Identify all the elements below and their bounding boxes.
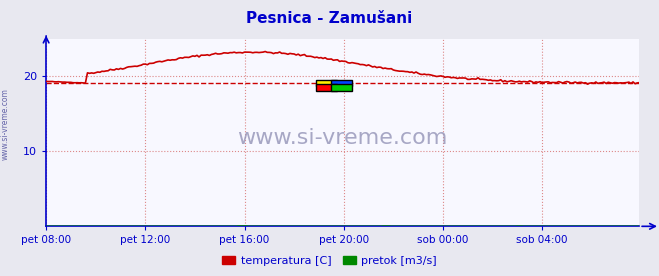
Text: www.si-vreme.com: www.si-vreme.com [237, 128, 448, 148]
FancyBboxPatch shape [331, 80, 352, 86]
Text: www.si-vreme.com: www.si-vreme.com [1, 88, 10, 160]
FancyBboxPatch shape [331, 84, 352, 91]
FancyBboxPatch shape [316, 80, 337, 86]
Legend: temperatura [C], pretok [m3/s]: temperatura [C], pretok [m3/s] [217, 251, 442, 270]
FancyBboxPatch shape [316, 84, 337, 91]
Text: Pesnica - Zamušani: Pesnica - Zamušani [246, 11, 413, 26]
